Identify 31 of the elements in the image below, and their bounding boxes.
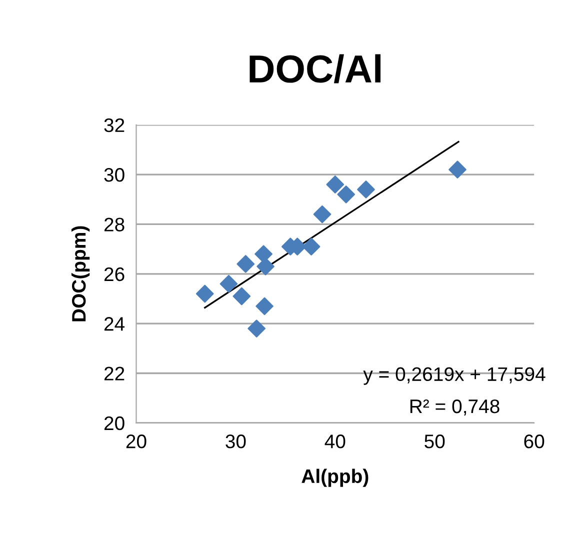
point (448, 160, 466, 178)
point (313, 205, 332, 224)
point (302, 238, 320, 256)
point (326, 176, 344, 194)
y-tick-label: 32 (104, 118, 124, 132)
point (248, 320, 266, 338)
x-tick-label: 40 (324, 434, 346, 448)
point (256, 297, 274, 316)
y-tick-label: 26 (104, 267, 124, 282)
annotation: R² = 0,748 (410, 399, 500, 416)
x-tick-label: 60 (524, 434, 544, 448)
y-axis-title: DOC(ppm) (71, 226, 90, 322)
x-tick-label: 30 (226, 434, 246, 448)
y-tick-label: 22 (104, 366, 124, 380)
y-tick-label: 30 (104, 168, 124, 182)
x-axis-title: Al(ppb) (302, 468, 368, 487)
point (337, 186, 356, 204)
point (220, 274, 238, 293)
point (254, 245, 272, 263)
point (232, 287, 251, 306)
y-tick-label: 20 (104, 416, 124, 430)
y-tick-label: 24 (104, 317, 125, 331)
point (236, 255, 255, 273)
y-tick-label: 28 (104, 218, 124, 232)
chart-title: DOC/Al (250, 54, 381, 84)
point (357, 180, 375, 198)
x-tick-label: 50 (424, 434, 445, 448)
point (196, 284, 214, 303)
annotation: y = 0,2619x + 17,594 (363, 367, 546, 385)
point (256, 258, 274, 276)
x-tick-label: 20 (126, 434, 146, 448)
